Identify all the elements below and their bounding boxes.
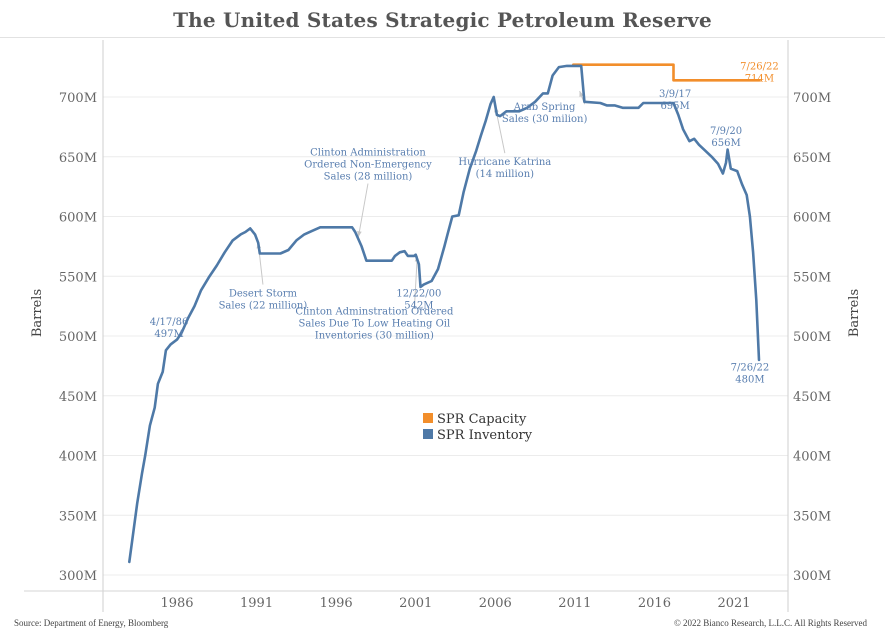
- chart-title: The United States Strategic Petroleum Re…: [173, 8, 712, 32]
- y-tick-label-left: 550M: [59, 270, 97, 285]
- annotation-text: 12/22/00: [396, 289, 441, 300]
- y-tick-label-right: 400M: [793, 450, 831, 465]
- series-lines: [128, 63, 761, 564]
- y-tick-label-left: 600M: [59, 211, 97, 226]
- annotation-text: 497M: [154, 329, 183, 340]
- title-divider: [0, 37, 885, 38]
- annotation-text: 714M: [745, 74, 774, 85]
- y-tick-label-right: 550M: [793, 270, 831, 285]
- x-tick-label: 2011: [558, 596, 591, 611]
- annotation-text: 4/17/86: [150, 317, 189, 328]
- y-tick-label-right: 650M: [793, 151, 831, 166]
- annotation-text: 480M: [735, 375, 764, 386]
- x-tick-label: 2006: [479, 596, 512, 611]
- tick-labels: 300M 300M 350M 350M 400M 400M 450M 450M 500M 500M…: [30, 91, 862, 611]
- y-tick-label-right: 600M: [793, 211, 831, 226]
- y-tick-label-left: 350M: [59, 509, 97, 524]
- y-tick-label-left: 500M: [59, 330, 97, 345]
- y-axis-title-right: Barrels: [847, 289, 862, 337]
- annotation-text: 7/26/22: [731, 363, 770, 374]
- spr-inventory-line: [128, 64, 761, 564]
- x-tick-label: 2016: [638, 596, 671, 611]
- x-tick-label: 1991: [240, 596, 273, 611]
- x-tick-label: 1996: [320, 596, 353, 611]
- annotation-text: 542M: [404, 301, 433, 312]
- x-tick-label: 2001: [399, 596, 432, 611]
- annotation-text: Desert Storm: [229, 289, 298, 300]
- legend-swatch: [423, 413, 433, 423]
- legend-label: SPR Capacity: [437, 412, 527, 427]
- y-tick-label-left: 450M: [59, 390, 97, 405]
- legend-label: SPR Inventory: [437, 428, 533, 443]
- copyright-note: © 2022 Bianco Research, L.L.C. All Right…: [673, 618, 867, 628]
- y-tick-label-left: 650M: [59, 151, 97, 166]
- annotation: Hurricane Katrina(14 million): [458, 157, 551, 180]
- annotation-text: Sales (28 million): [324, 172, 413, 183]
- x-tick-label: 1986: [160, 596, 193, 611]
- annotation-text: 695M: [660, 101, 689, 112]
- source-note: Source: Department of Energy, Bloomberg: [14, 618, 169, 628]
- axes: [24, 40, 789, 612]
- y-tick-label-left: 300M: [59, 569, 97, 584]
- annotation-text: 656M: [711, 138, 740, 149]
- annotation-text: (14 million): [476, 169, 535, 180]
- legend-swatch: [423, 429, 433, 439]
- annotation-arrow: [357, 183, 369, 237]
- gridlines: [103, 96, 788, 576]
- annotation-text: Clinton Administration: [310, 148, 426, 159]
- y-tick-label-right: 450M: [793, 390, 831, 405]
- y-tick-label-right: 300M: [793, 569, 831, 584]
- y-axis-title-left: Barrels: [30, 289, 45, 337]
- x-tick-label: 2021: [717, 596, 750, 611]
- annotation-text: Inventories (30 million): [315, 330, 434, 341]
- annotation-text: Ordered Non-Emergency: [304, 160, 432, 171]
- annotation-text: 3/9/17: [659, 89, 691, 100]
- spr-capacity-line: [572, 63, 761, 82]
- y-tick-label-right: 350M: [793, 509, 831, 524]
- annotation-text: Sales (22 million): [219, 301, 308, 312]
- annotation-text: 7/26/22: [740, 62, 779, 73]
- annotation-text: Arab Spring: [513, 102, 576, 113]
- annotation-text: Clinton Adminstration Ordered: [295, 306, 454, 317]
- annotation-text: Sales (30 milion): [502, 114, 588, 125]
- annotation-text: 7/9/20: [710, 126, 742, 137]
- y-tick-label-right: 500M: [793, 330, 831, 345]
- y-tick-label-left: 700M: [59, 91, 97, 106]
- annotation-text: Hurricane Katrina: [458, 157, 551, 168]
- arrowhead-icon: [357, 230, 362, 237]
- annotation-arrow: [413, 255, 418, 309]
- annotation-text: Sales Due To Low Heating Oil: [298, 318, 450, 329]
- y-tick-label-right: 700M: [793, 91, 831, 106]
- y-tick-label-left: 400M: [59, 450, 97, 465]
